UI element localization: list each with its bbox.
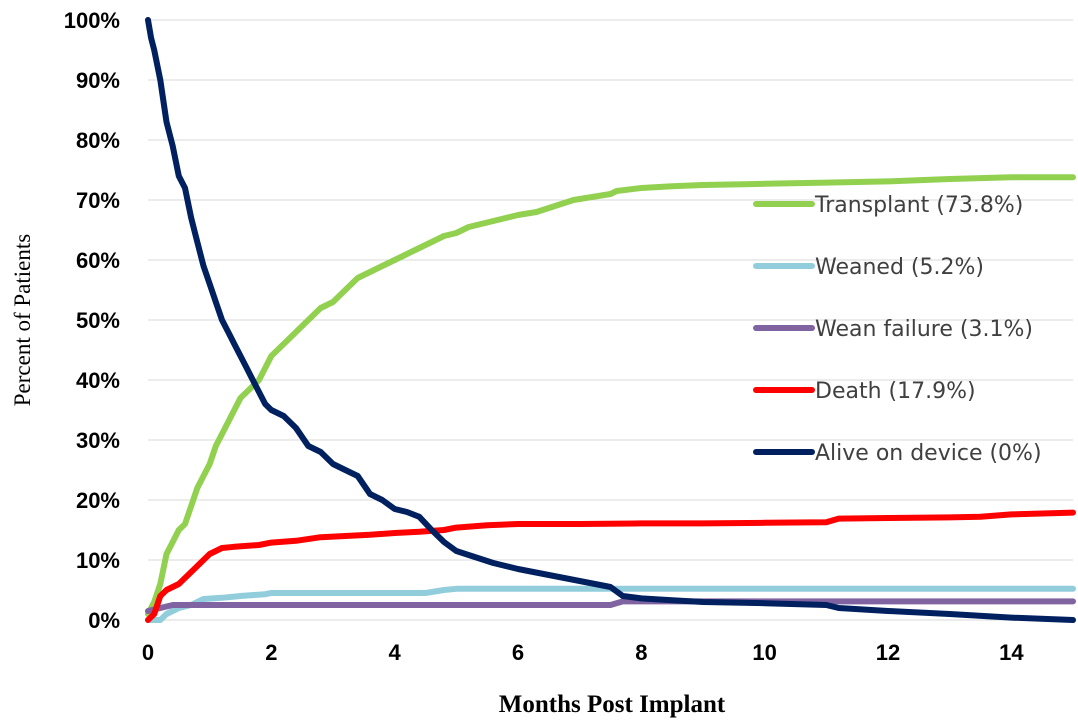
series-line [145, 598, 1076, 614]
x-axis-tick-labels: 0 2 4 6 8 10 12 14 [142, 640, 1024, 665]
x-tick-label: 10 [752, 640, 776, 665]
y-tick-label: 10% [76, 548, 120, 573]
x-tick-label: 8 [635, 640, 647, 665]
series-line [145, 174, 1076, 617]
gridlines [148, 19, 1073, 621]
legend-label: Transplant (73.8%) [814, 193, 1023, 218]
x-tick-label: 4 [389, 640, 402, 665]
series-line [145, 17, 1076, 623]
x-tick-label: 0 [142, 640, 154, 665]
legend-label: Alive on device (0%) [815, 441, 1042, 466]
y-tick-label: 30% [76, 428, 120, 453]
y-tick-label: 0% [88, 608, 120, 633]
legend-label: Wean failure (3.1%) [815, 317, 1033, 342]
x-tick-label: 2 [265, 640, 277, 665]
y-tick-label: 20% [76, 488, 120, 513]
y-tick-label: 80% [76, 128, 120, 153]
x-tick-label: 6 [512, 640, 524, 665]
legend-label: Weaned (5.2%) [815, 255, 984, 280]
y-axis-title: Percent of Patients [10, 234, 35, 407]
y-tick-label: 40% [76, 368, 120, 393]
y-tick-label: 90% [76, 68, 120, 93]
legend: Transplant (73.8%) Weaned (5.2%) Wean fail… [753, 193, 1042, 466]
series-lines [145, 17, 1076, 623]
legend-label: Death (17.9%) [815, 379, 976, 404]
x-tick-label: 14 [999, 640, 1024, 665]
y-tick-label: 100% [64, 8, 120, 33]
y-axis-tick-labels: 0% 10% 20% 30% 40% 50% 60% 70% 80% 90% 100% [64, 8, 120, 633]
y-tick-label: 60% [76, 248, 120, 273]
x-axis-title: Months Post Implant [499, 691, 726, 718]
x-tick-label: 12 [876, 640, 900, 665]
y-tick-label: 50% [76, 308, 120, 333]
y-tick-label: 70% [76, 188, 120, 213]
series-line [145, 509, 1076, 623]
